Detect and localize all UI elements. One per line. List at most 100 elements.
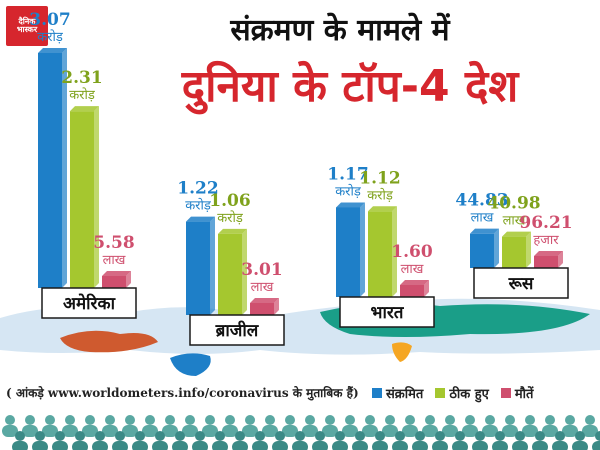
data-label-value-2-0: 1.17 bbox=[327, 164, 368, 184]
crowd-head bbox=[485, 415, 495, 425]
bar-side-2-1 bbox=[392, 206, 397, 297]
country-label-3: रूस bbox=[508, 274, 535, 294]
bar-side-3-2 bbox=[558, 251, 563, 268]
legend-swatch-deaths bbox=[500, 388, 511, 398]
data-label-value-3-0: 44.83 bbox=[455, 191, 508, 211]
data-label-unit-0-0: करोड़ bbox=[37, 29, 64, 45]
crowd-head bbox=[425, 415, 435, 425]
crowd-head bbox=[525, 415, 535, 425]
crowd-head bbox=[455, 431, 465, 441]
bar-side-0-0 bbox=[62, 48, 67, 288]
data-label-value-2-2: 1.60 bbox=[391, 242, 433, 262]
crowd-head bbox=[375, 431, 385, 441]
data-label-unit-0-2: लाख bbox=[103, 253, 126, 268]
crowd-body bbox=[442, 425, 458, 437]
crowd-head bbox=[215, 431, 225, 441]
data-label-value-3-2: 96.21 bbox=[519, 213, 572, 233]
crowd-body bbox=[582, 425, 598, 437]
crowd-body bbox=[332, 441, 348, 450]
crowd-head bbox=[245, 415, 255, 425]
crowd-body bbox=[452, 441, 468, 450]
crowd-head bbox=[335, 431, 345, 441]
bar-top-2-2 bbox=[400, 280, 429, 285]
crowd-decoration bbox=[2, 415, 600, 450]
crowd-body bbox=[322, 425, 338, 437]
legend-label-infected: संक्रमित bbox=[386, 387, 424, 402]
data-label-unit-3-1: लाख bbox=[503, 214, 526, 229]
crowd-body bbox=[22, 425, 38, 437]
crowd-body bbox=[502, 425, 518, 437]
crowd-body bbox=[152, 441, 168, 450]
crowd-head bbox=[535, 431, 545, 441]
crowd-head bbox=[555, 431, 565, 441]
bar-1-1 bbox=[218, 233, 242, 315]
crowd-head bbox=[175, 431, 185, 441]
crowd-head bbox=[565, 415, 575, 425]
country-label-0: अमेरिका bbox=[63, 293, 116, 314]
data-label-unit-3-2: हजार bbox=[533, 233, 559, 248]
bar-side-3-1 bbox=[526, 231, 531, 268]
crowd-body bbox=[372, 441, 388, 450]
bar-0-0 bbox=[38, 53, 62, 288]
crowd-body bbox=[562, 425, 578, 437]
crowd-head bbox=[445, 415, 455, 425]
crowd-body bbox=[202, 425, 218, 437]
bar-side-1-0 bbox=[210, 216, 215, 315]
bar-0-2 bbox=[102, 276, 126, 288]
crowd-body bbox=[112, 441, 128, 450]
bars-layer: 3.07करोड़2.31करोड़5.58लाख1.22करोड़1.06कर… bbox=[29, 10, 573, 315]
crowd-head bbox=[125, 415, 135, 425]
bar-side-2-0 bbox=[360, 202, 365, 297]
crowd-body bbox=[352, 441, 368, 450]
crowd-head bbox=[475, 431, 485, 441]
crowd-body bbox=[512, 441, 528, 450]
bar-0-1 bbox=[70, 111, 94, 288]
bar-3-0 bbox=[470, 233, 494, 268]
legend-swatch-infected bbox=[372, 388, 382, 398]
crowd-head bbox=[515, 431, 525, 441]
legend-label-recovered: ठीक हुए bbox=[449, 387, 489, 402]
crowd-head bbox=[25, 415, 35, 425]
crowd-head bbox=[465, 415, 475, 425]
country-box-3 bbox=[473, 267, 569, 299]
bar-top-0-0 bbox=[38, 48, 67, 53]
data-label-unit-1-2: लाख bbox=[251, 280, 274, 295]
bar-top-0-2 bbox=[102, 271, 131, 276]
legend: संक्रमित ठीक हुए मौतें bbox=[372, 384, 533, 402]
crowd-body bbox=[62, 425, 78, 437]
data-label-value-1-2: 3.01 bbox=[241, 260, 282, 280]
crowd-body bbox=[462, 425, 478, 437]
crowd-body bbox=[422, 425, 438, 437]
crowd-body bbox=[12, 441, 28, 450]
logo-line-2: भास्कर bbox=[16, 25, 38, 34]
data-label-value-2-1: 1.12 bbox=[359, 168, 400, 188]
crowd-head bbox=[55, 431, 65, 441]
crowd-body bbox=[592, 441, 600, 450]
crowd-body bbox=[312, 441, 328, 450]
crowd-body bbox=[52, 441, 68, 450]
crowd-body bbox=[42, 425, 58, 437]
data-label-unit-0-1: करोड़ bbox=[69, 87, 96, 103]
bar-top-3-2 bbox=[534, 251, 563, 256]
data-label-unit-1-0: करोड़ bbox=[185, 198, 212, 214]
crowd-head bbox=[265, 415, 275, 425]
crowd-head bbox=[315, 431, 325, 441]
crowd-head bbox=[595, 431, 600, 441]
crowd-head bbox=[395, 431, 405, 441]
crowd-body bbox=[252, 441, 268, 450]
dainik-bhaskar-logo: दैनिक भास्कर bbox=[6, 6, 48, 46]
crowd-body bbox=[412, 441, 428, 450]
crowd-head bbox=[275, 431, 285, 441]
crowd-body bbox=[172, 441, 188, 450]
legend-item-recovered: ठीक हुए bbox=[435, 384, 489, 402]
crowd-body bbox=[392, 441, 408, 450]
data-label-value-1-1: 1.06 bbox=[209, 191, 250, 211]
crowd-body bbox=[122, 425, 138, 437]
crowd-head bbox=[75, 431, 85, 441]
crowd-body bbox=[532, 441, 548, 450]
crowd-head bbox=[405, 415, 415, 425]
bar-top-1-1 bbox=[218, 228, 247, 234]
bar-1-2 bbox=[250, 303, 274, 315]
country-box-1 bbox=[189, 314, 285, 346]
crowd-body bbox=[132, 441, 148, 450]
